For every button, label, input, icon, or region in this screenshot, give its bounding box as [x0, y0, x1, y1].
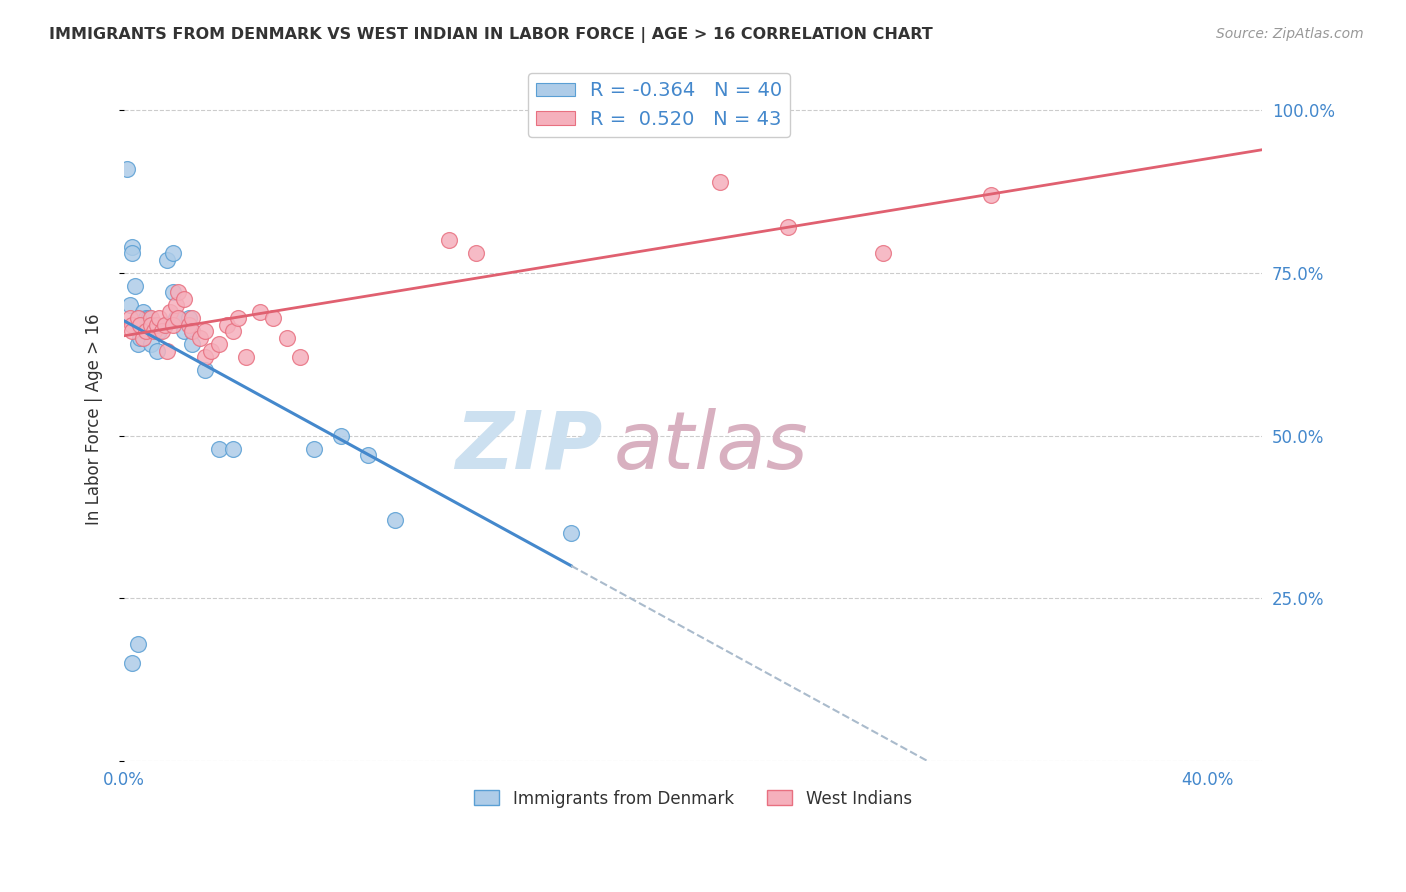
Point [121, 657, 143, 671]
Point [384, 513, 406, 527]
Point [217, 318, 239, 332]
Point [872, 246, 894, 260]
Point [148, 324, 170, 338]
Point [118, 298, 141, 312]
Point [188, 331, 211, 345]
Point [127, 637, 149, 651]
Point [145, 318, 167, 332]
Point [121, 324, 143, 338]
Point [127, 337, 149, 351]
Point [221, 324, 243, 338]
Point [132, 305, 155, 319]
Point [141, 337, 163, 351]
Point [200, 343, 222, 358]
Point [179, 311, 201, 326]
Point [135, 324, 157, 338]
Point [138, 311, 160, 326]
Point [165, 298, 187, 312]
Point [115, 161, 138, 176]
Point [132, 331, 155, 345]
Point [329, 428, 352, 442]
Text: Source: ZipAtlas.com: Source: ZipAtlas.com [1216, 27, 1364, 41]
Point [121, 246, 143, 260]
Point [167, 311, 190, 326]
Point [142, 324, 165, 338]
Point [180, 324, 202, 338]
Point [124, 278, 146, 293]
Point [129, 311, 152, 326]
Point [290, 351, 312, 365]
Point [180, 337, 202, 351]
Point [439, 233, 461, 247]
Point [156, 252, 179, 267]
Text: ZIP: ZIP [454, 408, 602, 485]
Point [709, 175, 731, 189]
Point [145, 343, 167, 358]
Point [179, 318, 201, 332]
Point [150, 324, 173, 338]
Point [148, 311, 170, 326]
Text: atlas: atlas [613, 408, 808, 485]
Point [173, 324, 195, 338]
Point [465, 246, 488, 260]
Point [127, 311, 149, 326]
Point [208, 337, 231, 351]
Point [262, 311, 284, 326]
Text: IMMIGRANTS FROM DENMARK VS WEST INDIAN IN LABOR FORCE | AGE > 16 CORRELATION CHA: IMMIGRANTS FROM DENMARK VS WEST INDIAN I… [49, 27, 934, 43]
Point [141, 318, 163, 332]
Point [276, 331, 298, 345]
Legend: Immigrants from Denmark, West Indians: Immigrants from Denmark, West Indians [468, 783, 918, 814]
Point [167, 311, 190, 326]
Point [560, 526, 582, 541]
Point [127, 318, 149, 332]
Point [302, 442, 325, 456]
Point [129, 318, 152, 332]
Point [162, 318, 184, 332]
Point [208, 442, 231, 456]
Point [167, 285, 190, 300]
Point [221, 442, 243, 456]
Point [980, 187, 1002, 202]
Point [153, 318, 176, 332]
Point [129, 318, 152, 332]
Point [121, 240, 143, 254]
Point [165, 311, 187, 326]
Point [156, 343, 179, 358]
Point [173, 292, 195, 306]
Point [141, 318, 163, 332]
Point [194, 351, 217, 365]
Point [180, 324, 202, 338]
Point [141, 311, 163, 326]
Point [127, 311, 149, 326]
Point [180, 311, 202, 326]
Point [135, 324, 157, 338]
Point [162, 246, 184, 260]
Point [135, 311, 157, 326]
Y-axis label: In Labor Force | Age > 16: In Labor Force | Age > 16 [86, 313, 103, 525]
Point [249, 305, 271, 319]
Point [776, 220, 799, 235]
Point [235, 351, 257, 365]
Point [132, 318, 155, 332]
Point [357, 448, 380, 462]
Point [194, 363, 217, 377]
Point [194, 324, 217, 338]
Point [129, 331, 152, 345]
Point [226, 311, 249, 326]
Point [121, 318, 143, 332]
Point [162, 285, 184, 300]
Point [118, 311, 141, 326]
Point [159, 305, 181, 319]
Point [153, 318, 176, 332]
